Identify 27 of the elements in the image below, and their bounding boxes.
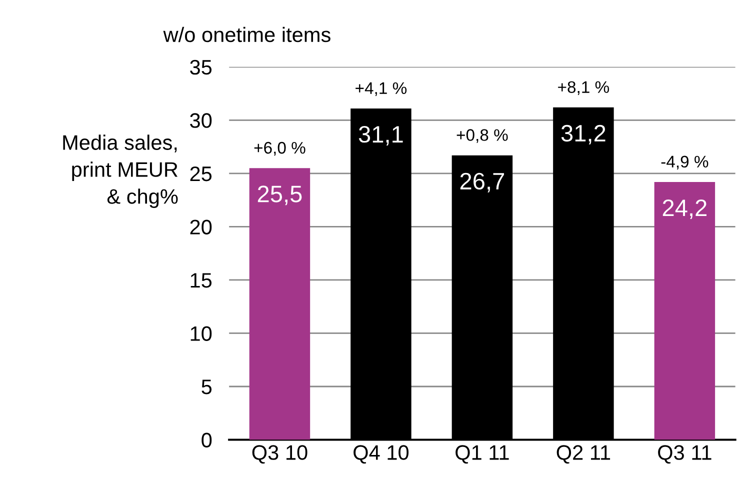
y-tick-label: 25 — [190, 166, 212, 182]
data-label: 31,2 — [561, 124, 606, 144]
y-tick-label: 10 — [190, 326, 212, 341]
data-label: 25,5 — [258, 186, 302, 206]
y-tick-label: 5 — [202, 380, 212, 394]
y-tick-label: 15 — [190, 273, 212, 288]
chart-title: w/o onetime items — [163, 26, 330, 42]
y-axis-title: Media sales, print MEUR & chg% — [63, 134, 178, 208]
y-tick-label: 30 — [190, 113, 212, 128]
x-tick-label: Q1 11 — [456, 445, 509, 464]
bar — [249, 168, 310, 440]
data-label: 26,7 — [460, 172, 504, 192]
y-tick-label: 0 — [202, 432, 212, 448]
data-label: 24,2 — [662, 199, 706, 219]
y-tick-label: 20 — [190, 220, 212, 234]
x-tick-label: Q2 11 — [556, 445, 610, 464]
annotation: +0,8 % — [456, 129, 508, 143]
annotation: -4,9 % — [661, 156, 708, 170]
x-tick-label: Q3 11 — [658, 445, 712, 464]
x-tick-label: Q4 10 — [354, 445, 409, 464]
annotation: +4,1 % — [356, 82, 407, 96]
annotation: +8,1 % — [558, 81, 610, 95]
data-label: 31,1 — [358, 126, 403, 146]
bar — [654, 182, 716, 440]
annotation: +6,0 % — [254, 142, 306, 156]
y-tick-label: 35 — [190, 60, 212, 75]
x-tick-label: Q3 10 — [252, 445, 308, 464]
